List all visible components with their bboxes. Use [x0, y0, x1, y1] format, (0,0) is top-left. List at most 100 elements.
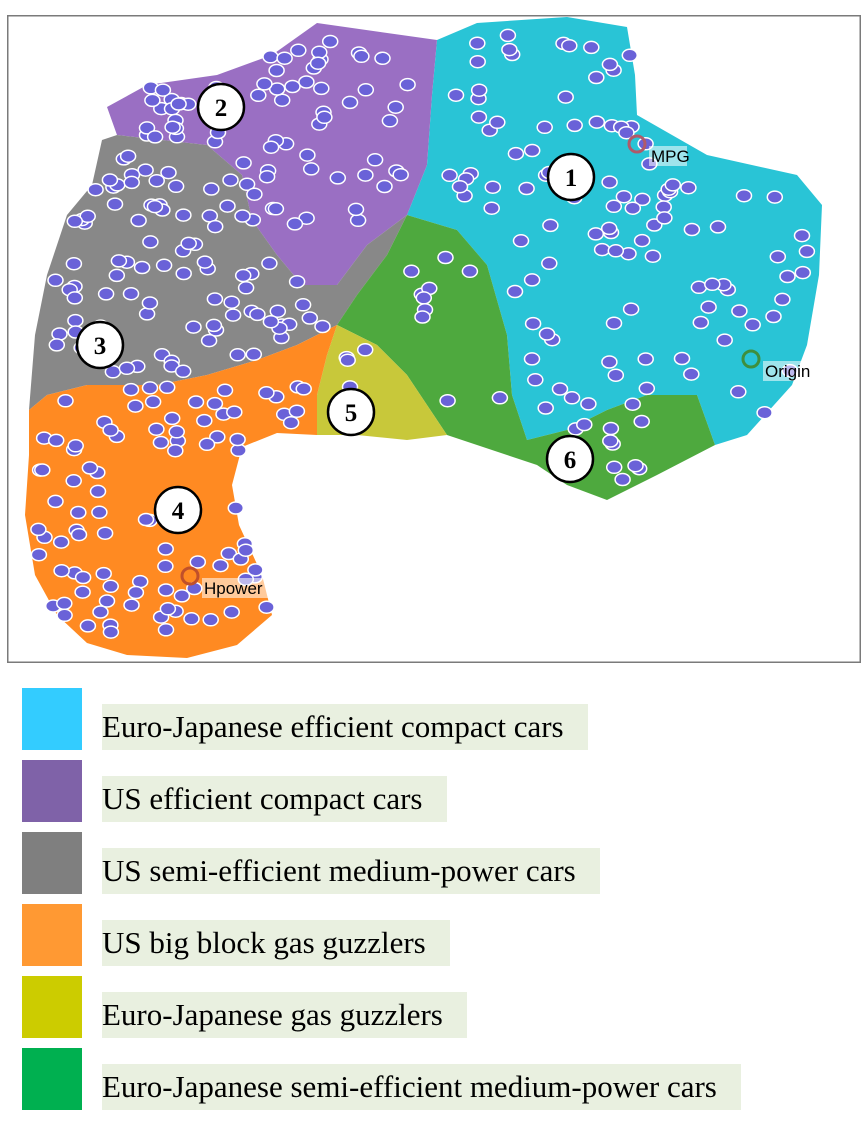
variable-marker-mpg: MPG — [627, 134, 690, 166]
data-point — [735, 188, 753, 203]
data-point — [316, 110, 333, 125]
variable-marker-ring — [741, 349, 761, 369]
data-point — [374, 51, 391, 66]
data-point — [288, 404, 306, 418]
data-point — [469, 36, 486, 50]
data-point — [376, 179, 393, 194]
data-point — [170, 97, 187, 111]
data-point — [638, 381, 656, 396]
data-point — [731, 304, 748, 318]
data-point — [392, 167, 409, 182]
data-point — [158, 380, 176, 395]
data-point — [601, 175, 618, 189]
data-point — [142, 235, 159, 249]
data-point — [154, 83, 172, 97]
cluster-marker-circle — [196, 82, 246, 132]
data-point — [605, 199, 623, 214]
data-point — [160, 165, 177, 180]
data-point — [198, 437, 216, 452]
data-point — [222, 173, 239, 187]
data-point — [268, 63, 285, 78]
data-point — [605, 460, 623, 475]
legend-label: US efficient compact cars — [102, 776, 447, 822]
data-point — [200, 333, 218, 348]
data-point — [557, 90, 574, 104]
data-point — [624, 201, 642, 215]
data-point — [30, 547, 48, 562]
variable-marker-ring — [627, 134, 647, 154]
data-point — [451, 179, 469, 194]
data-point — [138, 121, 156, 135]
data-point — [123, 175, 140, 190]
data-point — [74, 585, 91, 599]
data-point — [730, 385, 747, 399]
data-point — [637, 352, 654, 366]
data-point — [122, 286, 140, 301]
data-point — [148, 173, 165, 188]
data-point — [644, 249, 662, 263]
data-point — [683, 222, 701, 237]
data-point — [56, 608, 73, 623]
data-point — [541, 256, 558, 271]
legend-swatch — [22, 832, 82, 894]
data-point — [141, 296, 159, 310]
data-point — [588, 115, 606, 129]
data-point — [235, 156, 252, 170]
data-point — [321, 34, 339, 49]
data-point — [122, 382, 140, 397]
cluster-number: 5 — [345, 400, 358, 427]
cluster-number: 6 — [564, 447, 577, 474]
data-point — [593, 242, 611, 257]
data-point — [34, 463, 51, 477]
data-point — [152, 435, 170, 450]
data-point — [624, 397, 641, 411]
data-point — [700, 300, 717, 314]
data-point — [561, 38, 578, 53]
data-point — [262, 140, 280, 154]
data-point — [67, 313, 84, 328]
data-point — [506, 284, 524, 299]
variable-marker-origin: Origin — [741, 349, 831, 381]
data-point — [102, 423, 119, 437]
cluster-marker-5: 5 — [326, 387, 376, 437]
data-point — [67, 439, 84, 453]
data-point — [226, 405, 243, 419]
data-point — [524, 316, 542, 331]
data-point — [437, 250, 454, 265]
data-point — [607, 244, 625, 258]
data-point — [282, 415, 300, 430]
data-point — [680, 180, 697, 195]
data-point — [65, 474, 82, 488]
data-point — [216, 383, 234, 398]
data-point — [237, 543, 255, 557]
data-point — [403, 264, 420, 279]
legend-label: Euro-Japanese efficient compact cars — [102, 704, 588, 750]
data-point — [148, 422, 165, 436]
data-point — [605, 316, 623, 330]
data-point — [576, 417, 593, 432]
data-point — [206, 292, 224, 306]
legend-swatch — [22, 1048, 82, 1110]
data-point — [349, 213, 367, 228]
data-point — [102, 579, 119, 594]
cluster-marker-1: 1 — [546, 152, 596, 202]
data-point — [174, 364, 192, 379]
data-point — [70, 527, 88, 542]
data-point — [415, 291, 433, 305]
data-point — [146, 199, 164, 214]
data-point — [309, 56, 327, 70]
data-point — [276, 51, 293, 65]
cluster-marker-2: 2 — [196, 82, 246, 132]
legend-label: Euro-Japanese semi-efficient medium-powe… — [102, 1064, 741, 1110]
data-point — [314, 319, 331, 334]
cluster-markers: 1 2 3 4 5 6 — [75, 82, 596, 535]
data-point — [538, 327, 556, 341]
data-point — [615, 189, 633, 204]
data-point — [286, 217, 304, 231]
data-point — [157, 583, 175, 597]
data-point — [229, 432, 246, 447]
data-point — [563, 391, 581, 405]
data-point — [499, 28, 517, 43]
data-point — [294, 298, 312, 312]
data-point — [56, 596, 73, 611]
